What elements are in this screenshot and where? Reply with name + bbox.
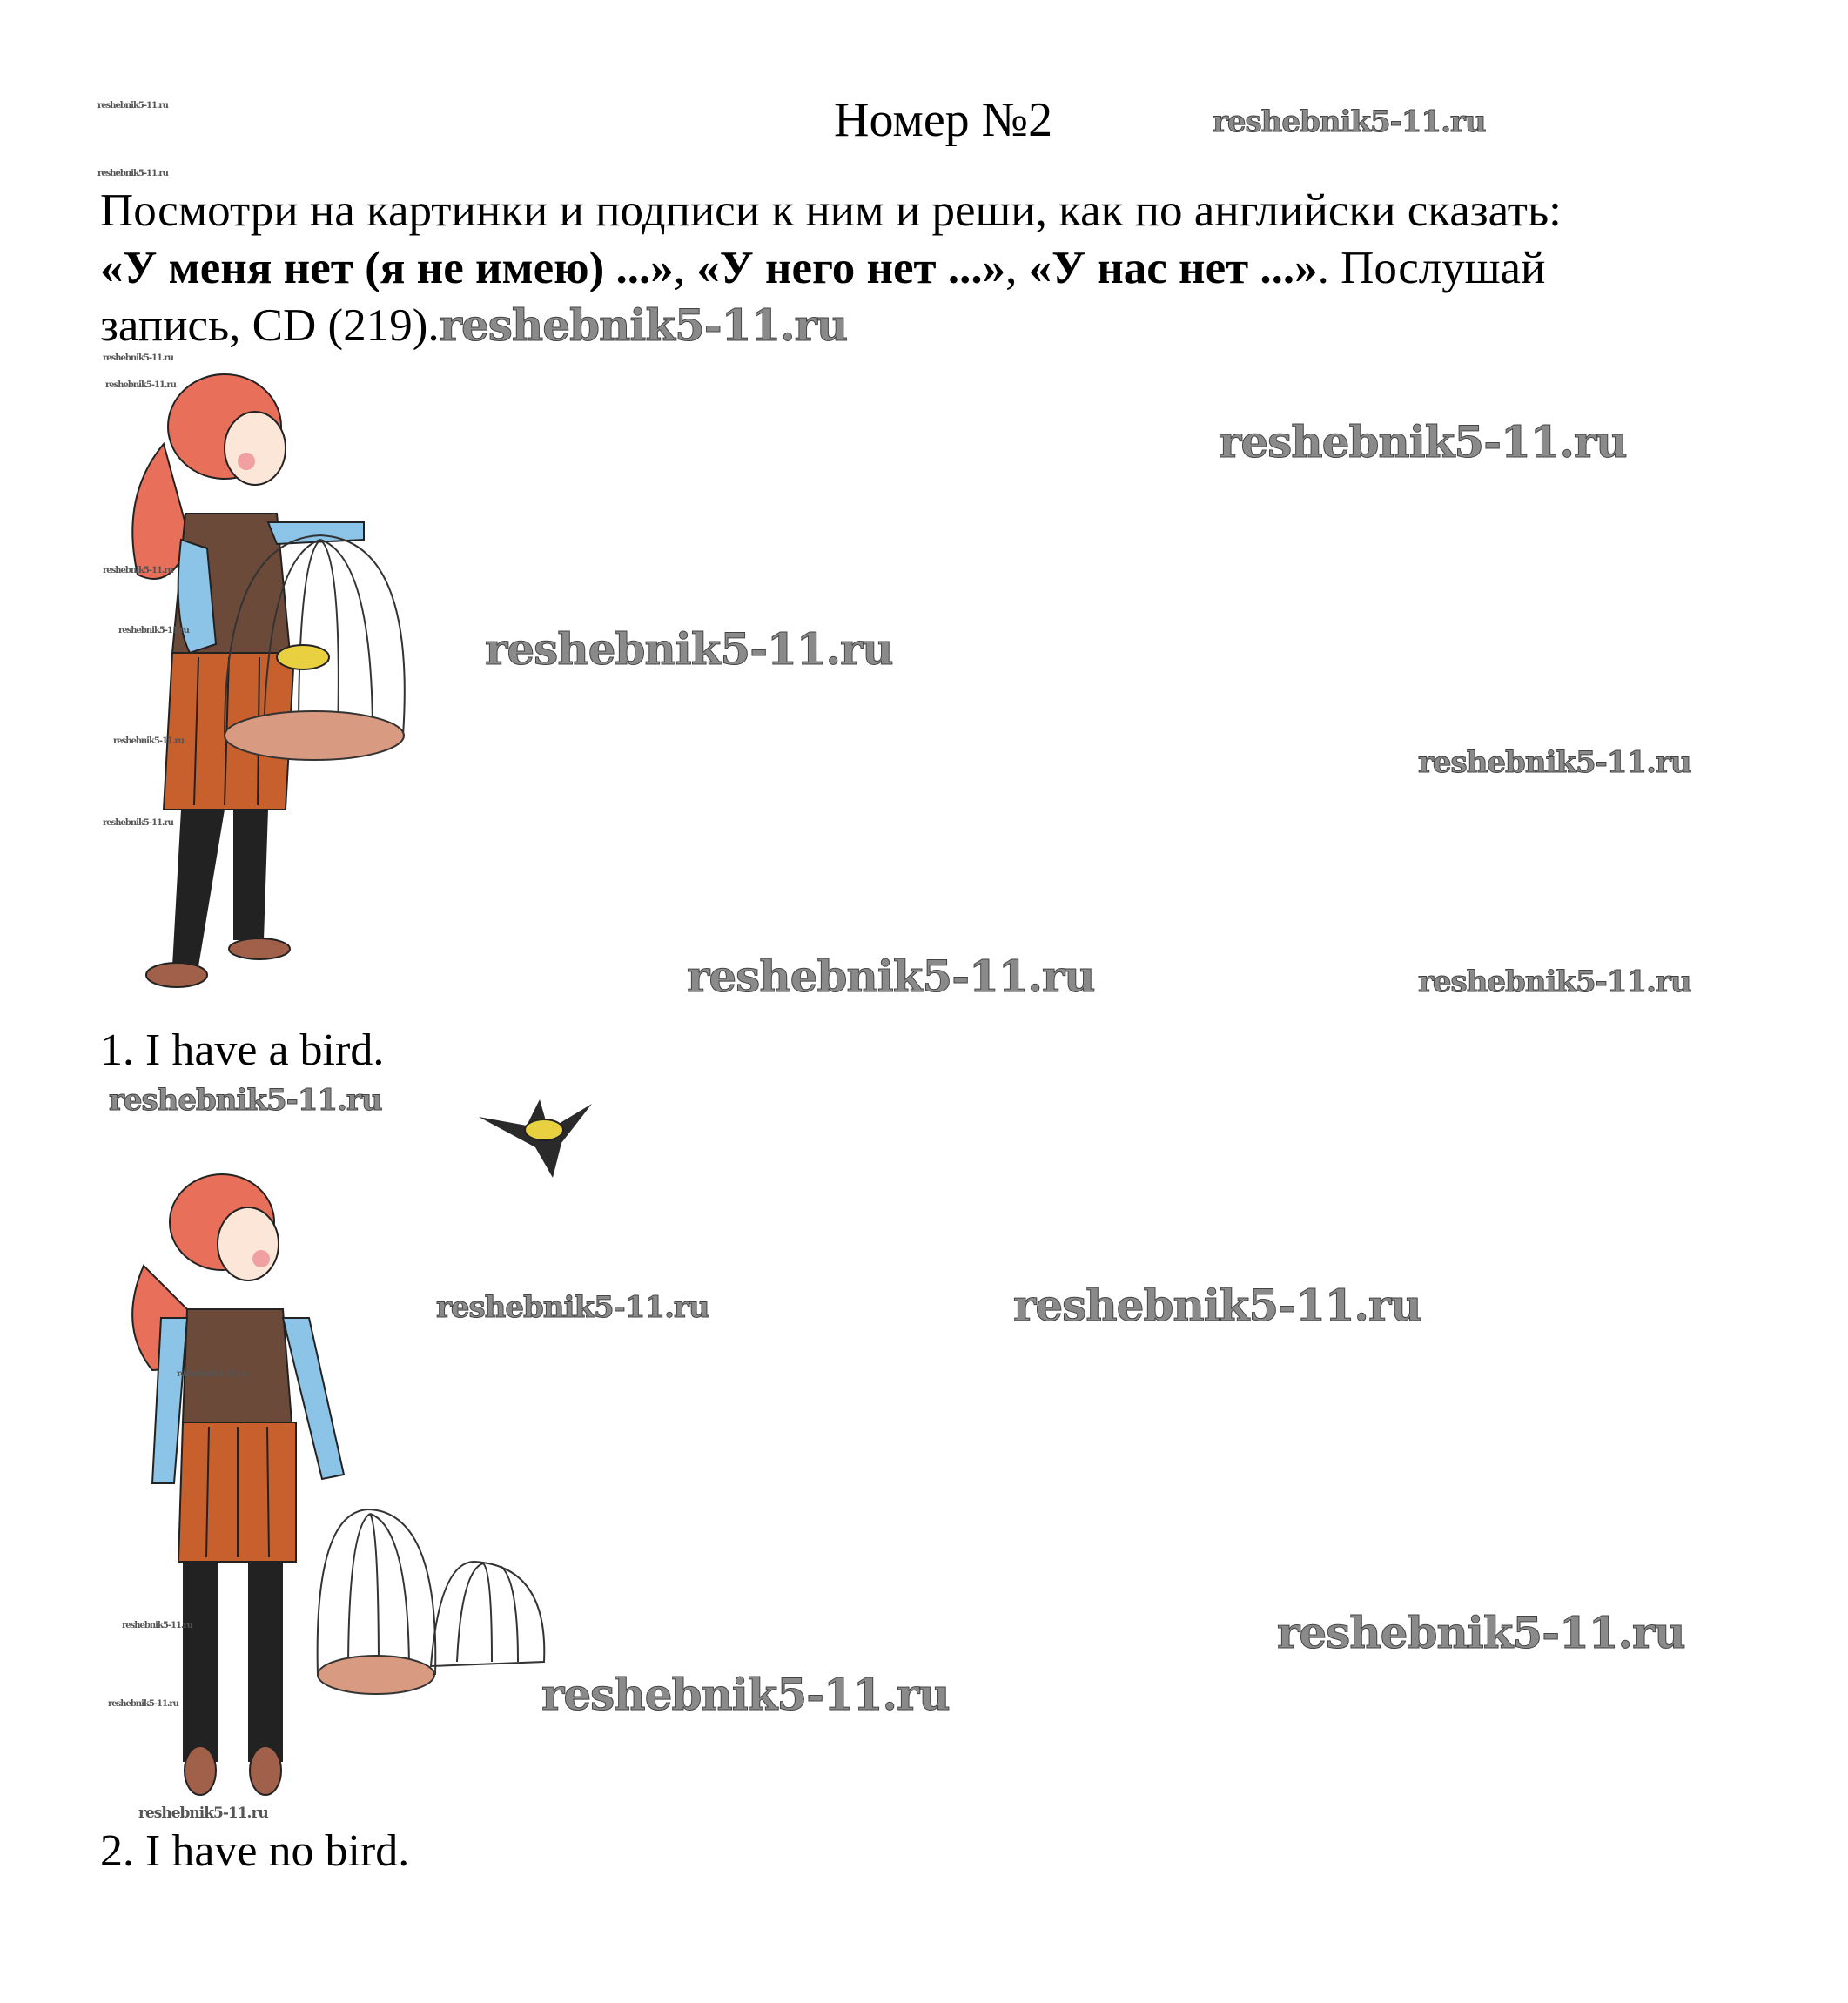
watermark: reshebnik5-11.ru [103, 818, 174, 828]
watermark: reshebnik5-11.ru [485, 623, 895, 675]
phrase-i-have-no: «У меня нет (я не имею) ...» [100, 243, 674, 293]
instruction-text: запись, CD (219). [100, 300, 440, 351]
watermark: reshebnik5-11.ru [103, 566, 174, 575]
instruction-line-1: Посмотри на картинки и подписи к ним и р… [100, 185, 1562, 236]
instruction-line-3: запись, CD (219).reshebnik5-11.ru [100, 299, 849, 352]
watermark: reshebnik5-11.ru [138, 1805, 269, 1822]
watermark: reshebnik5-11.ru [1213, 104, 1488, 139]
watermark: reshebnik5-11.ru [541, 1669, 951, 1720]
watermark: reshebnik5-11.ru [436, 1290, 711, 1325]
watermark: reshebnik5-11.ru [177, 1369, 248, 1379]
watermark: reshebnik5-11.ru [122, 1621, 193, 1630]
separator: , [1005, 243, 1029, 293]
watermark: reshebnik5-11.ru [1013, 1280, 1423, 1331]
watermark: reshebnik5-11.ru [1219, 416, 1629, 467]
girl-with-caged-bird-illustration [131, 373, 406, 988]
watermark: reshebnik5-11.ru [105, 380, 177, 390]
watermark: reshebnik5-11.ru [109, 1083, 384, 1118]
watermark: reshebnik5-11.ru [113, 736, 185, 746]
girl-with-empty-cage-illustration [131, 1173, 546, 1796]
watermark: reshebnik5-11.ru [97, 169, 169, 178]
watermark: reshebnik5-11.ru [1418, 745, 1693, 780]
watermark: reshebnik5-11.ru [1418, 965, 1693, 999]
page-title: Номер №2 [834, 93, 1053, 147]
phrase-we-have-no: «У нас нет ...» [1028, 243, 1318, 293]
caption-1: 1. I have a bird. [100, 1025, 385, 1075]
watermark: reshebnik5-11.ru [118, 626, 190, 635]
watermark: reshebnik5-11.ru [687, 951, 1097, 1002]
separator: , [673, 243, 697, 293]
instruction-rest: . Послушай [1317, 243, 1546, 293]
watermark: reshebnik5-11.ru [1277, 1607, 1687, 1658]
watermark: reshebnik5-11.ru [103, 353, 174, 363]
flying-bird-illustration [479, 1099, 592, 1178]
phrase-he-has-no: «У него нет ...» [696, 243, 1006, 293]
watermark: reshebnik5-11.ru [108, 1699, 179, 1709]
instruction-line-2: «У меня нет (я не имею) ...», «У него не… [100, 242, 1545, 294]
watermark: reshebnik5-11.ru [439, 299, 849, 352]
watermark: reshebnik5-11.ru [97, 101, 169, 111]
caption-2: 2. I have no bird. [100, 1826, 410, 1876]
